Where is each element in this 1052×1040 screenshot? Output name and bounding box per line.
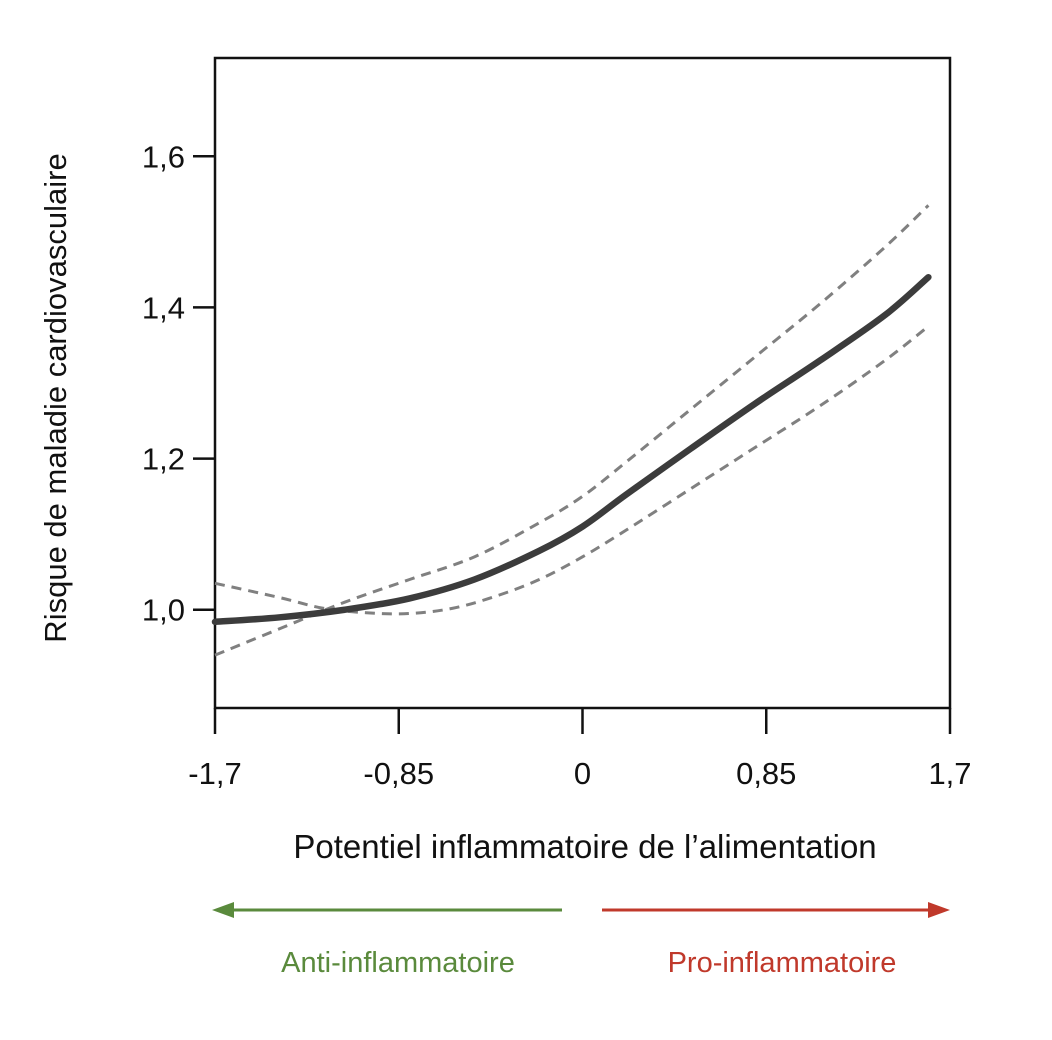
estimate-line bbox=[211, 273, 932, 626]
pro-inflammatory-label: Pro-inflammatoire bbox=[668, 947, 897, 979]
x-tick-label: -0,85 bbox=[363, 756, 434, 791]
upper-confidence-bound-line bbox=[214, 204, 930, 657]
y-axis-label: Risque de maladie cardiovasculaire bbox=[38, 153, 73, 642]
y-tick-label: 1,6 bbox=[142, 139, 185, 174]
y-axis-ticks: 1,0 1,2 1,4 1,6 bbox=[142, 139, 215, 628]
x-tick-label: 0 bbox=[574, 756, 591, 791]
x-tick-label: 1,7 bbox=[928, 756, 971, 791]
x-tick-label: -1,7 bbox=[188, 756, 241, 791]
series-layer bbox=[211, 204, 932, 657]
x-tick-label: 0,85 bbox=[736, 756, 796, 791]
y-tick-label: 1,4 bbox=[142, 290, 185, 325]
y-tick-label: 1,2 bbox=[142, 442, 185, 477]
pro-inflammatory-arrowhead-icon bbox=[928, 902, 950, 918]
direction-arrows: Anti-inflammatoire Pro-inflammatoire bbox=[212, 902, 950, 979]
x-axis-label: Potentiel inflammatoire de l’alimentatio… bbox=[293, 828, 876, 865]
y-tick-label: 1,0 bbox=[142, 593, 185, 628]
x-axis-ticks: -1,7 -0,85 0 0,85 1,7 bbox=[188, 708, 972, 791]
anti-inflammatory-label: Anti-inflammatoire bbox=[281, 947, 515, 979]
anti-inflammatory-arrowhead-icon bbox=[212, 902, 234, 918]
lower-confidence-bound-line bbox=[214, 325, 930, 616]
